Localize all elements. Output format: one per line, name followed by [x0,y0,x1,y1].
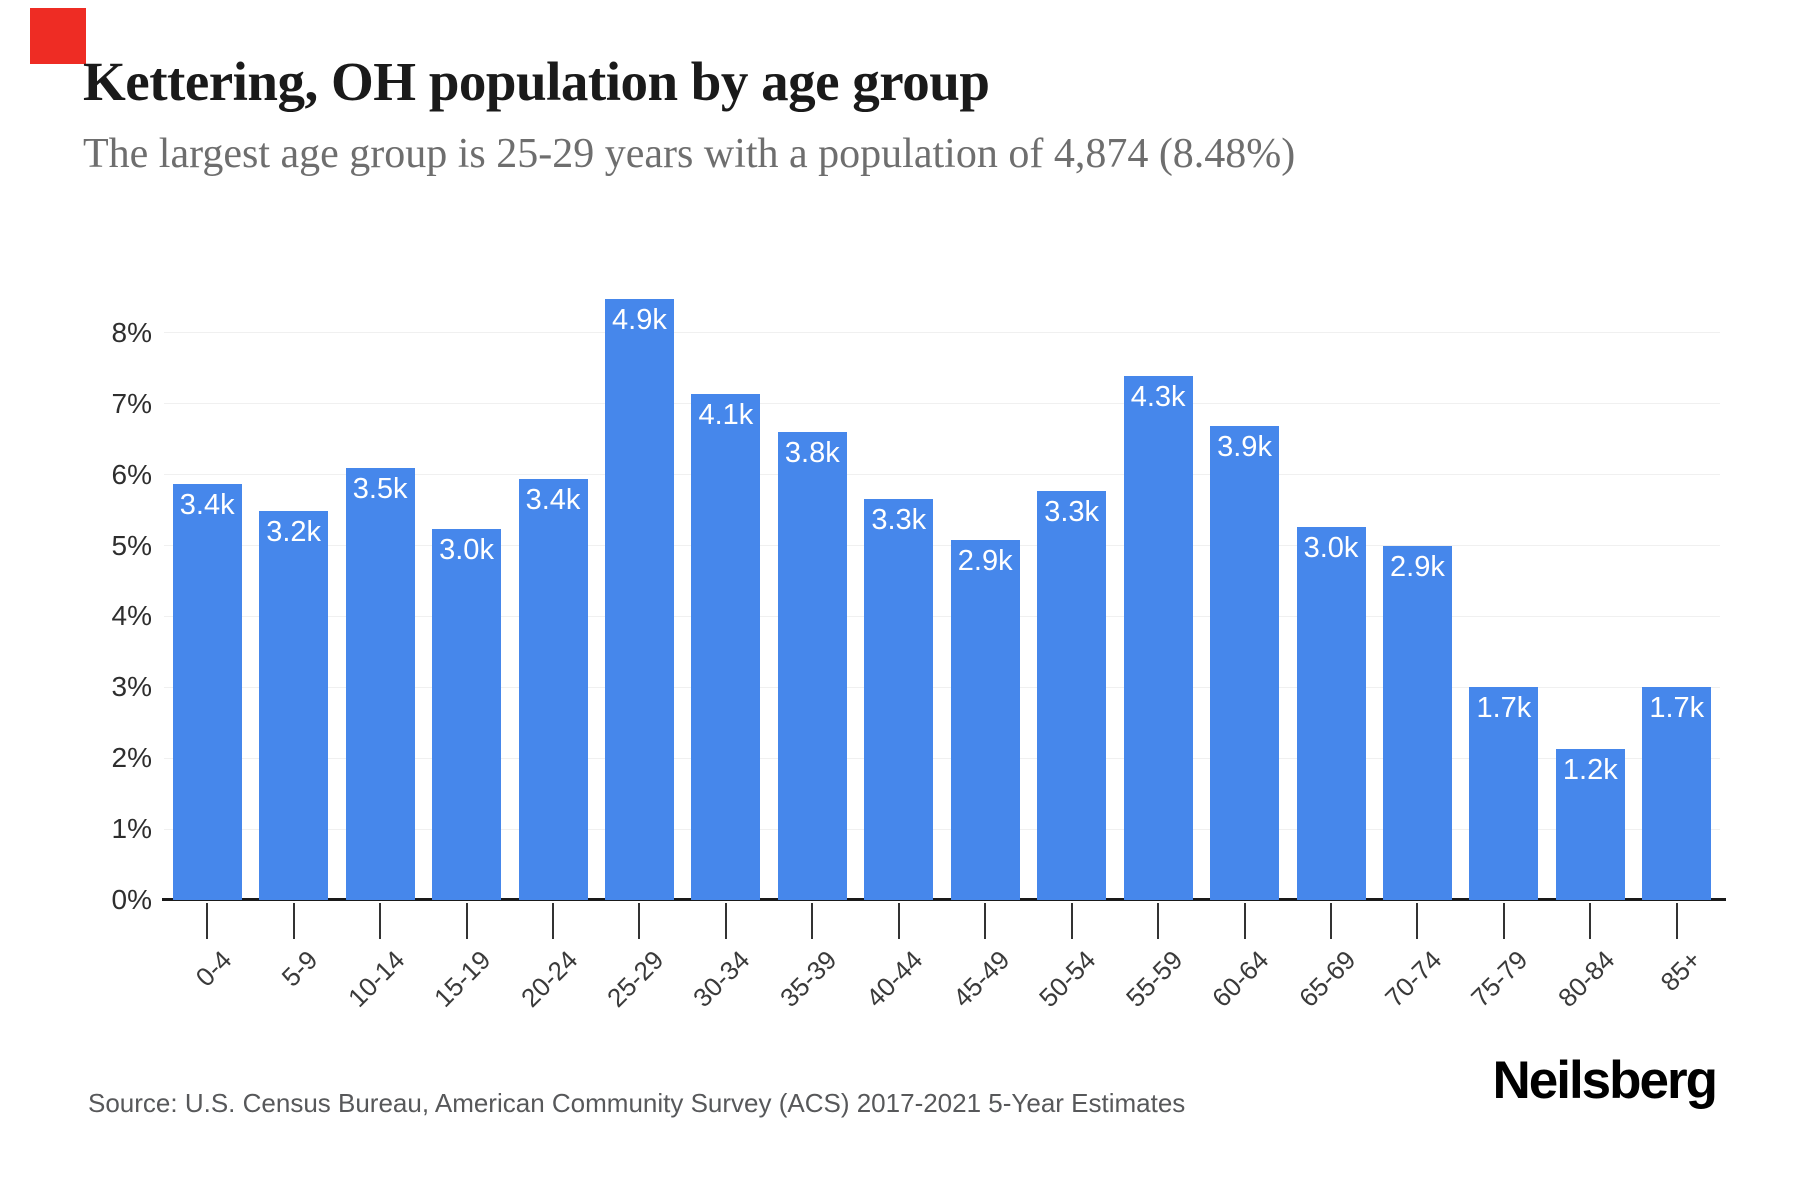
bar-35-39: 3.8k [777,432,847,900]
bar-30-34: 4.1k [691,393,761,900]
y-axis-label: 7% [111,387,152,419]
page-subtitle: The largest age group is 25-29 years wit… [83,131,1296,177]
plot-area: 3.4k 0-4 3.2k 5-9 3.5k 10-14 3.0k 15-19 3.4k 20-2… [162,295,1726,1013]
bar-5-9: 3.2k [259,511,329,900]
gridline-1% [164,828,1720,830]
x-axis-tick [1243,903,1246,939]
bar-value-label: 3.9k [1217,431,1272,464]
bar-value-label: 3.3k [871,503,927,536]
x-axis-label: 40-44 [860,944,929,1013]
x-axis-label: 35-39 [773,944,843,1013]
x-axis-tick [897,903,900,939]
x-axis-tick [379,903,382,939]
x-axis-tick [1070,903,1073,939]
x-axis-tick [984,903,987,939]
bar-value-label: 3.4k [179,488,235,521]
bar-45-49: 2.9k [950,539,1020,900]
x-axis-label: 5-9 [275,944,324,993]
x-axis-label: 50-54 [1033,944,1102,1013]
bar-value-label: 3.8k [784,437,840,470]
x-axis-tick [1330,903,1332,939]
y-axis-label: 6% [111,458,152,490]
x-axis-tick [724,903,727,939]
x-axis-tick [1502,903,1505,939]
bar-75-79: 1.7k [1469,686,1539,900]
x-axis-label: 70-74 [1379,944,1448,1013]
bar-55-59: 4.3k [1123,376,1193,900]
x-axis-label: 65-69 [1292,944,1361,1013]
x-axis-line [162,898,1726,901]
x-axis-tick [1157,903,1160,939]
x-axis-tick [465,903,468,939]
x-axis-tick [552,903,554,939]
bar-10-14: 3.5k [345,468,415,900]
x-axis-tick [1589,903,1592,939]
x-axis-label: 85+ [1654,944,1707,997]
bar-value-label: 4.3k [1130,381,1186,414]
y-axis-label: 1% [111,813,152,845]
x-axis-label: 10-14 [341,944,410,1013]
bar-value-label: 3.4k [525,483,581,516]
bar-value-label: 3.3k [1044,495,1100,528]
y-axis-label: 2% [111,742,152,774]
gridline-8% [164,332,1720,334]
bar-65-69: 3.0k [1296,527,1366,900]
red-corner-marker [30,8,86,64]
bar-value-label: 2.9k [1390,551,1445,584]
bar-50-54: 3.3k [1037,490,1107,900]
bar-value-label: 1.7k [1649,692,1705,725]
x-axis-tick [292,903,295,939]
y-axis: 0% 1% 2% 3% 4% 5% 6% 7% 8% [58,295,152,913]
bar-value-label: 4.9k [612,303,667,336]
x-axis-label: 0-4 [189,944,238,993]
bar-value-label: 3.0k [1303,532,1359,565]
x-axis-label: 75-79 [1465,944,1534,1013]
bar-85+: 1.7k [1642,687,1712,900]
bar-20-24: 3.4k [518,478,588,900]
bar-70-74: 2.9k [1382,546,1452,900]
gridline-4% [164,615,1720,617]
gridline-2% [164,757,1720,759]
x-axis-label: 55-59 [1119,944,1188,1013]
bar-40-44: 3.3k [864,498,934,900]
bar-value-label: 3.5k [352,473,408,506]
brand-logo: Neilsberg [1492,1051,1718,1110]
gridline-7% [164,403,1720,405]
bar-25-29: 4.9k [604,298,674,900]
x-axis-tick [1416,903,1419,939]
bar-60-64: 3.9k [1210,426,1280,900]
x-axis-label: 15-19 [428,944,497,1013]
y-axis-label: 0% [111,884,152,915]
page-title: Kettering, OH population by age group [83,51,990,112]
x-axis-tick [1675,903,1678,939]
bar-value-label: 1.2k [1562,753,1618,786]
y-axis-label: 3% [111,671,152,703]
x-axis-label: 20-24 [514,944,583,1013]
x-axis-label: 30-34 [687,944,756,1013]
x-axis-label: 25-29 [601,944,670,1013]
x-axis-label: 60-64 [1206,944,1275,1013]
gridline-5% [164,545,1720,546]
x-axis-label: 45-49 [946,944,1016,1013]
y-axis-label: 8% [111,316,152,348]
y-axis-label: 4% [111,600,152,632]
bar-15-19: 3.0k [432,529,502,900]
x-axis-tick [206,903,209,939]
bar-value-label: 3.2k [266,516,322,549]
bar-value-label: 1.7k [1476,691,1532,724]
x-axis-tick [811,903,814,939]
bar-80-84: 1.2k [1555,748,1625,900]
source-note: Source: U.S. Census Bureau, American Com… [88,1088,1186,1118]
bar-value-label: 3.0k [439,534,494,567]
gridline-3% [164,686,1720,688]
bar-0-4: 3.4k [172,483,242,900]
gridline-6% [164,474,1720,476]
y-axis-label: 5% [111,529,152,561]
bar-value-label: 2.9k [957,544,1013,577]
x-axis-label: 80-84 [1551,944,1621,1013]
x-axis-tick [638,903,641,939]
bar-value-label: 4.1k [698,398,754,431]
